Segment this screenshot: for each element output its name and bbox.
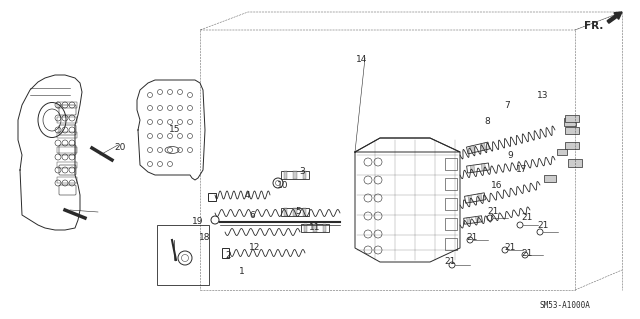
Polygon shape bbox=[294, 208, 296, 216]
Text: 19: 19 bbox=[192, 218, 204, 226]
Text: 5: 5 bbox=[295, 207, 301, 217]
Bar bbox=[445, 158, 457, 170]
Text: FR.: FR. bbox=[584, 21, 603, 31]
Text: 21: 21 bbox=[487, 207, 499, 217]
Text: 21: 21 bbox=[522, 213, 532, 222]
Text: 17: 17 bbox=[516, 166, 528, 174]
Text: 12: 12 bbox=[250, 243, 260, 253]
Polygon shape bbox=[294, 171, 296, 179]
Bar bbox=[565, 127, 579, 133]
Text: 21: 21 bbox=[504, 242, 516, 251]
Polygon shape bbox=[470, 165, 475, 173]
Polygon shape bbox=[476, 216, 479, 223]
Text: 2: 2 bbox=[225, 250, 231, 259]
Polygon shape bbox=[304, 224, 307, 232]
Polygon shape bbox=[467, 218, 470, 224]
Bar bbox=[445, 198, 457, 210]
Bar bbox=[568, 159, 582, 167]
Bar bbox=[564, 118, 576, 126]
Bar bbox=[445, 178, 457, 190]
Bar bbox=[445, 238, 457, 250]
Bar bbox=[57, 162, 77, 168]
Text: SM53-A1000A: SM53-A1000A bbox=[540, 300, 591, 309]
Text: 13: 13 bbox=[537, 92, 548, 100]
Bar bbox=[565, 142, 579, 149]
Bar bbox=[57, 147, 77, 153]
Bar bbox=[57, 132, 77, 138]
Text: 8: 8 bbox=[484, 117, 490, 127]
Text: 21: 21 bbox=[444, 257, 456, 266]
Bar bbox=[57, 102, 77, 108]
Polygon shape bbox=[303, 208, 306, 216]
Bar bbox=[157, 225, 209, 285]
Text: 7: 7 bbox=[504, 100, 510, 109]
Text: 14: 14 bbox=[356, 56, 368, 64]
Polygon shape bbox=[477, 193, 482, 201]
Polygon shape bbox=[314, 224, 317, 232]
Text: 21: 21 bbox=[467, 233, 477, 241]
Text: 16: 16 bbox=[492, 181, 503, 189]
Text: 4: 4 bbox=[244, 190, 250, 199]
Text: 21: 21 bbox=[522, 249, 532, 257]
Text: 9: 9 bbox=[507, 151, 513, 160]
Text: 6: 6 bbox=[249, 211, 255, 219]
Polygon shape bbox=[468, 195, 472, 203]
Bar bbox=[557, 149, 567, 155]
Polygon shape bbox=[284, 208, 287, 216]
Polygon shape bbox=[481, 164, 486, 171]
Polygon shape bbox=[303, 171, 306, 179]
Text: 10: 10 bbox=[277, 181, 289, 189]
Text: 15: 15 bbox=[169, 125, 180, 135]
Bar bbox=[445, 218, 457, 230]
Bar bbox=[57, 117, 77, 123]
Bar bbox=[222, 248, 229, 258]
Text: 1: 1 bbox=[239, 268, 245, 277]
Polygon shape bbox=[323, 224, 326, 232]
Text: 18: 18 bbox=[199, 233, 211, 241]
Bar bbox=[544, 174, 556, 182]
Text: 3: 3 bbox=[299, 167, 305, 176]
Text: 20: 20 bbox=[115, 144, 125, 152]
Bar bbox=[565, 115, 579, 122]
Polygon shape bbox=[481, 143, 486, 151]
Text: 11: 11 bbox=[309, 224, 321, 233]
Polygon shape bbox=[284, 171, 287, 179]
Bar bbox=[57, 177, 77, 183]
FancyArrow shape bbox=[607, 12, 622, 23]
Polygon shape bbox=[470, 145, 476, 153]
Text: 21: 21 bbox=[538, 220, 548, 229]
Bar bbox=[208, 193, 216, 201]
